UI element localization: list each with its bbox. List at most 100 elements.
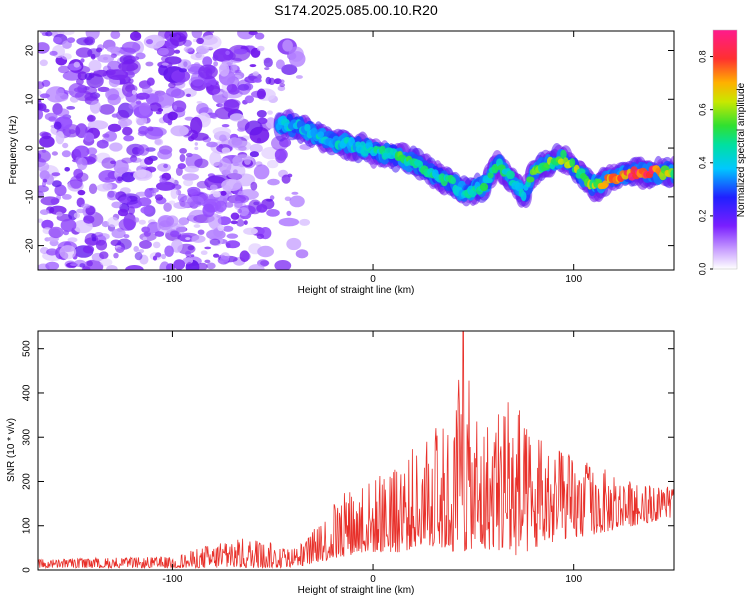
heatmap-noise-blob bbox=[96, 139, 109, 149]
heatmap-noise-blob bbox=[75, 172, 89, 182]
heatmap-noise-blob bbox=[196, 102, 209, 115]
heatmap-noise-blob bbox=[146, 77, 155, 86]
heatmap-noise-blob bbox=[67, 237, 78, 243]
heatmap-noise-blob bbox=[118, 118, 133, 127]
heatmap-noise-blob bbox=[193, 62, 200, 67]
heatmap-noise-blob bbox=[173, 201, 189, 209]
heatmap-ridge-cell bbox=[526, 176, 535, 183]
heatmap-noise-blob bbox=[54, 92, 69, 102]
heatmap-ridge-cell bbox=[557, 158, 565, 165]
heatmap-noise-blob bbox=[131, 56, 140, 61]
heatmap-noise-blob bbox=[95, 239, 108, 251]
heatmap-noise-blob bbox=[248, 31, 258, 36]
heatmap-noise-blob bbox=[267, 110, 273, 115]
heatmap-ridge-cell bbox=[602, 180, 609, 188]
heatmap-noise-blob bbox=[208, 31, 215, 34]
heatmap-noise-blob bbox=[190, 116, 203, 134]
heatmap-ridge-cell bbox=[520, 191, 527, 202]
heatmap-noise-blob bbox=[191, 235, 206, 243]
heatmap-noise-blob bbox=[249, 151, 259, 158]
heatmap-ridge-cell bbox=[317, 131, 325, 138]
heatmap-noise-blob bbox=[157, 47, 169, 56]
heatmap-noise-blob bbox=[208, 213, 222, 230]
heatmap-noise-blob bbox=[123, 234, 130, 239]
y-tick-label: 200 bbox=[22, 473, 33, 490]
heatmap-noise-blob bbox=[68, 83, 86, 98]
heatmap-noise-blob bbox=[221, 124, 230, 128]
heatmap-noise-blob bbox=[87, 120, 109, 130]
heatmap-noise-blob bbox=[225, 50, 230, 55]
heatmap-noise-blob bbox=[185, 250, 192, 257]
heatmap-noise-blob bbox=[61, 150, 71, 158]
heatmap-noise-blob bbox=[84, 36, 96, 46]
heatmap-noise-blob bbox=[125, 71, 135, 79]
heatmap-ridge-cell bbox=[487, 172, 494, 179]
heatmap-noise-blob bbox=[147, 126, 154, 132]
heatmap-noise-blob bbox=[38, 90, 42, 96]
heatmap-noise-blob bbox=[179, 148, 188, 154]
heatmap-noise-blob bbox=[237, 208, 242, 214]
heatmap-noise-blob bbox=[266, 198, 273, 202]
colorbar-tick-label: 0.8 bbox=[697, 50, 707, 63]
heatmap-noise-blob bbox=[99, 104, 115, 115]
heatmap-noise-blob bbox=[77, 189, 86, 196]
heatmap-noise-blob bbox=[177, 163, 186, 170]
heatmap-noise-blob bbox=[113, 252, 119, 259]
x-tick-label: 0 bbox=[370, 274, 376, 285]
heatmap-noise-blob bbox=[118, 61, 139, 72]
heatmap-xlabel: Height of straight line (km) bbox=[298, 285, 415, 296]
heatmap-noise-blob bbox=[119, 54, 136, 65]
heatmap-noise-blob bbox=[157, 108, 163, 112]
heatmap-noise-blob bbox=[171, 69, 191, 83]
heatmap-noise-blob bbox=[61, 31, 75, 36]
heatmap-noise-blob bbox=[38, 149, 51, 163]
heatmap-noise-blob bbox=[281, 64, 298, 75]
heatmap-noise-blob bbox=[101, 157, 117, 169]
heatmap-noise-blob bbox=[70, 263, 78, 267]
heatmap-noise-blob bbox=[256, 233, 265, 240]
heatmap-noise-blob bbox=[38, 81, 45, 90]
heatmap-noise-blob bbox=[157, 149, 173, 160]
heatmap-noise-blob bbox=[110, 31, 121, 39]
heatmap-noise-blob bbox=[62, 194, 72, 200]
heatmap-noise-blob bbox=[218, 143, 224, 149]
heatmap-noise-blob bbox=[282, 39, 293, 52]
heatmap-noise-blob bbox=[88, 59, 102, 72]
heatmap-noise-blob bbox=[230, 212, 240, 220]
heatmap-noise-blob bbox=[140, 206, 154, 215]
figure-title: S174.2025.085.00.10.R20 bbox=[274, 2, 438, 18]
heatmap-noise-blob bbox=[254, 32, 265, 40]
heatmap-noise-blob bbox=[45, 261, 60, 270]
heatmap-noise-blob bbox=[137, 197, 152, 207]
y-tick-label: 20 bbox=[25, 45, 36, 57]
heatmap-noise-blob bbox=[81, 203, 91, 209]
heatmap-noise-blob bbox=[266, 209, 280, 217]
heatmap-noise-blob bbox=[111, 228, 126, 239]
heatmap-noise-blob bbox=[139, 102, 151, 116]
heatmap-noise-blob bbox=[181, 59, 192, 70]
heatmap-noise-blob bbox=[94, 232, 104, 237]
snr-ticks: -100 0 100 0 100 200 300 400 500 bbox=[22, 331, 674, 585]
heatmap-noise-blob bbox=[274, 148, 288, 161]
heatmap-noise-blob bbox=[192, 38, 198, 43]
heatmap-noise-blob bbox=[83, 215, 95, 224]
heatmap-noise-blob bbox=[230, 220, 238, 225]
heatmap-noise-blob bbox=[97, 86, 110, 92]
heatmap-noise-blob bbox=[207, 85, 221, 95]
heatmap-noise-blob bbox=[171, 239, 183, 253]
heatmap-noise-blob bbox=[156, 181, 176, 191]
heatmap-noise-blob bbox=[86, 73, 104, 89]
heatmap-noise-blob bbox=[53, 121, 62, 130]
heatmap-noise-blob bbox=[135, 100, 142, 105]
heatmap-noise-blob bbox=[209, 151, 222, 167]
heatmap-noise-blob bbox=[39, 131, 49, 137]
heatmap-noise-blob bbox=[233, 48, 248, 55]
heatmap-noise-blob bbox=[256, 204, 268, 213]
heatmap-noise-blob bbox=[87, 115, 96, 122]
y-tick-label: -20 bbox=[25, 238, 36, 253]
snr-panel: -100 0 100 0 100 200 300 400 500 Height of strai… bbox=[6, 330, 675, 596]
heatmap-ridge-cell bbox=[560, 149, 567, 159]
heatmap-noise-blob bbox=[256, 88, 266, 100]
heatmap-ridge-cell bbox=[569, 158, 576, 168]
heatmap-noise-blob bbox=[144, 156, 154, 165]
